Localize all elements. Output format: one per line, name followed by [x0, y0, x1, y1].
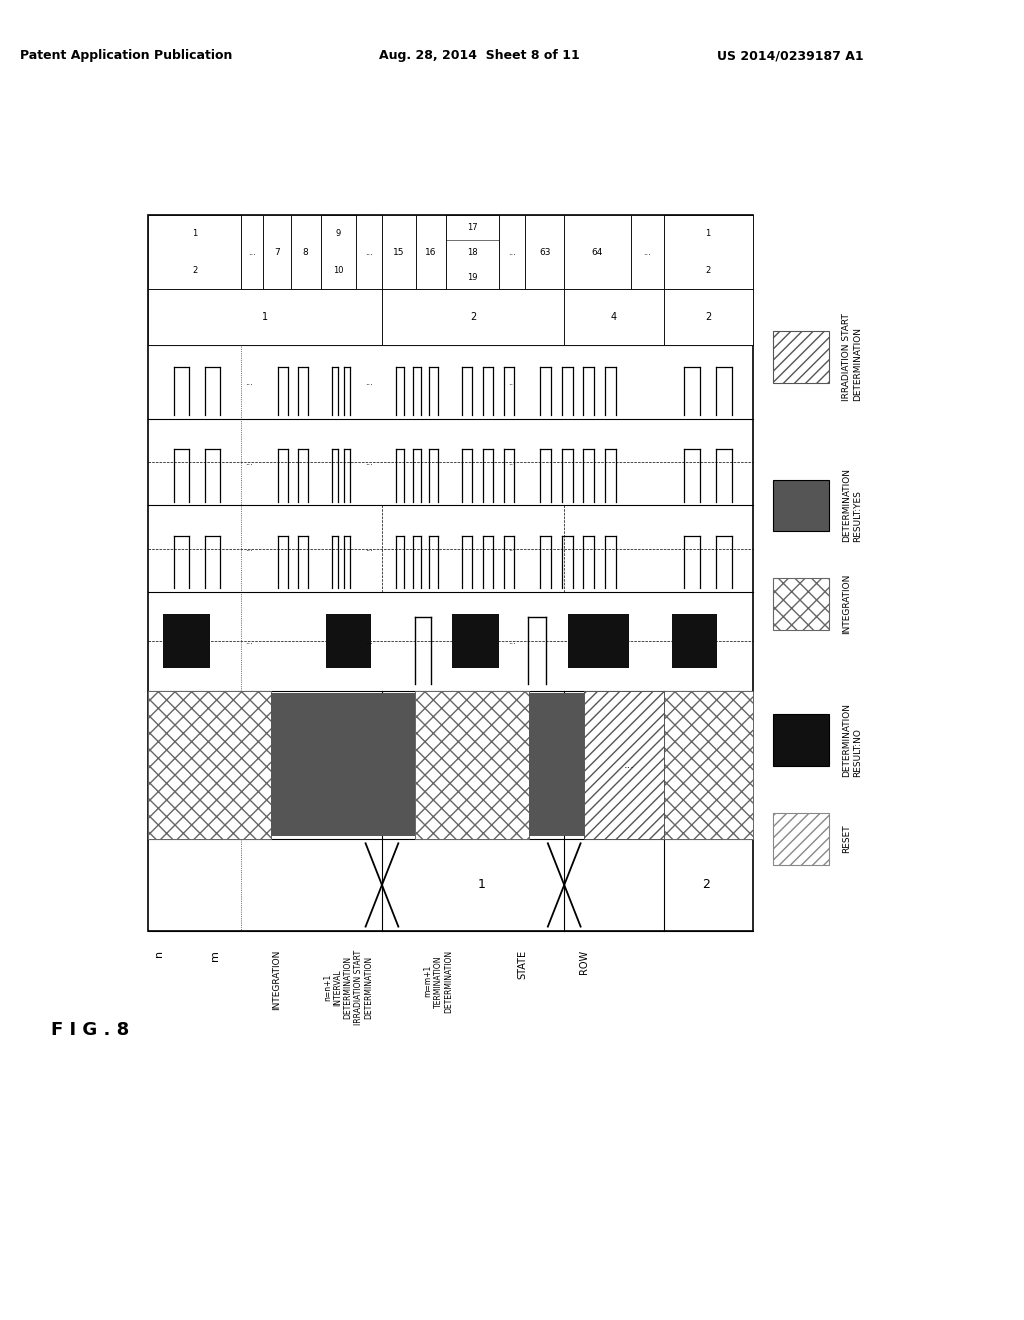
Text: Aug. 28, 2014  Sheet 8 of 11: Aug. 28, 2014 Sheet 8 of 11	[379, 49, 580, 62]
Bar	[382, 215, 416, 289]
Text: 64: 64	[592, 248, 603, 257]
Text: ...: ...	[508, 248, 516, 257]
Text: ...: ...	[245, 544, 253, 553]
Bar	[148, 215, 241, 289]
Text: ...: ...	[508, 636, 516, 645]
Bar	[148, 690, 271, 838]
Bar	[631, 215, 664, 289]
Text: 10: 10	[333, 267, 344, 276]
Text: DETERMINATION
RESULT:NO: DETERMINATION RESULT:NO	[842, 704, 862, 777]
Text: RESET: RESET	[842, 825, 851, 853]
Text: ...: ...	[245, 458, 253, 467]
Text: US 2014/0239187 A1: US 2014/0239187 A1	[717, 49, 863, 62]
Text: DETERMINATION
RESULT:YES: DETERMINATION RESULT:YES	[842, 469, 862, 543]
Bar	[415, 690, 529, 838]
Text: 2: 2	[470, 313, 476, 322]
Text: 18: 18	[467, 248, 478, 257]
Bar	[564, 215, 631, 289]
Text: INTEGRATION: INTEGRATION	[842, 574, 851, 635]
Text: n: n	[154, 950, 164, 957]
Text: 63: 63	[539, 248, 551, 257]
Bar	[773, 331, 829, 383]
Bar	[529, 693, 584, 836]
Bar	[326, 614, 371, 668]
Bar	[163, 614, 210, 668]
Text: ...: ...	[365, 544, 373, 553]
Text: 2: 2	[191, 267, 198, 276]
Bar	[499, 215, 525, 289]
Text: 8: 8	[303, 248, 308, 257]
Text: ...: ...	[366, 248, 373, 257]
Bar	[291, 215, 321, 289]
Bar	[241, 215, 263, 289]
Text: STATE: STATE	[517, 950, 527, 979]
Text: ...: ...	[508, 458, 516, 467]
Text: 1: 1	[477, 878, 485, 891]
Text: 15: 15	[393, 248, 404, 257]
Bar	[148, 289, 382, 345]
Text: ROW: ROW	[579, 950, 589, 974]
Bar	[672, 614, 717, 668]
Text: 16: 16	[425, 248, 437, 257]
Text: 2: 2	[702, 878, 711, 891]
Text: 7: 7	[274, 248, 280, 257]
Text: IRRADIATION START
DETERMINATION: IRRADIATION START DETERMINATION	[842, 313, 862, 401]
Text: INTEGRATION: INTEGRATION	[272, 950, 281, 1010]
Bar	[568, 614, 629, 668]
Text: 19: 19	[467, 273, 478, 281]
Text: F I G . 8: F I G . 8	[51, 1020, 129, 1039]
Bar	[356, 215, 382, 289]
Text: ...: ...	[245, 636, 253, 645]
Bar	[148, 215, 753, 931]
Bar	[525, 215, 564, 289]
Bar	[452, 614, 499, 668]
Text: ...: ...	[365, 636, 373, 645]
Bar	[564, 289, 664, 345]
Bar	[773, 479, 829, 532]
Text: 4: 4	[611, 313, 616, 322]
Text: Patent Application Publication: Patent Application Publication	[20, 49, 232, 62]
Text: 2: 2	[705, 313, 712, 322]
Text: 1: 1	[706, 230, 711, 239]
Bar	[382, 289, 564, 345]
Bar	[773, 813, 829, 865]
Text: ...: ...	[508, 544, 516, 553]
Text: ...: ...	[245, 378, 253, 387]
Bar	[664, 289, 753, 345]
Bar	[584, 690, 664, 838]
Text: ...: ...	[624, 759, 634, 770]
Text: ...: ...	[365, 378, 373, 387]
Text: ...: ...	[643, 248, 651, 257]
Text: ...: ...	[508, 378, 516, 387]
Text: 1: 1	[262, 313, 268, 322]
Text: ...: ...	[365, 458, 373, 467]
Text: n=n+1
INTERVAL
DETERMINATION
IRRADIATION START
DETERMINATION: n=n+1 INTERVAL DETERMINATION IRRADIATION…	[323, 950, 374, 1024]
Bar	[416, 215, 446, 289]
Text: 2: 2	[706, 267, 711, 276]
Text: 9: 9	[336, 230, 341, 239]
Bar	[446, 215, 499, 289]
Bar	[321, 215, 356, 289]
Bar	[773, 578, 829, 630]
Text: ...: ...	[248, 248, 256, 257]
Text: m: m	[210, 950, 220, 961]
Text: 17: 17	[467, 223, 478, 232]
Text: m=m+1
TERMINATION
DETERMINATION: m=m+1 TERMINATION DETERMINATION	[423, 950, 454, 1012]
Bar	[271, 693, 415, 836]
Bar	[263, 215, 291, 289]
Text: 1: 1	[191, 230, 198, 239]
Bar	[664, 215, 753, 289]
Bar	[773, 714, 829, 766]
Bar	[664, 690, 753, 838]
